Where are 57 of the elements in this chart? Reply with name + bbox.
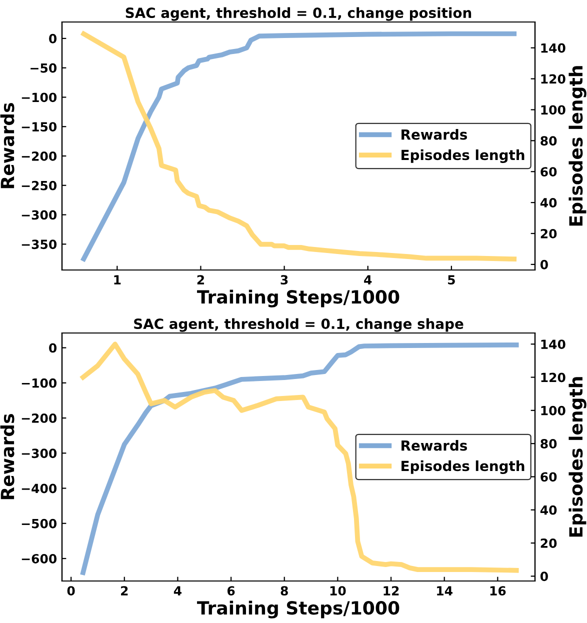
y2-tick-label: 20 — [540, 228, 557, 238]
y2-tick-label: 100 — [541, 406, 566, 416]
y2-tick-label: 120 — [541, 74, 566, 84]
x-tick-label: 6 — [227, 586, 235, 596]
x-tick-label: 0 — [67, 586, 75, 596]
y2-tick-label: 80 — [540, 439, 557, 448]
y-tick-label: −500 — [22, 518, 57, 528]
y-tick-label: −600 — [22, 554, 57, 564]
y2-tick-label: 40 — [540, 198, 557, 208]
y2-tick-label: 60 — [540, 472, 557, 482]
x-tick-label: 2 — [197, 275, 204, 284]
y-axis-title: Rewards — [0, 414, 14, 500]
y2-tick-label: 20 — [540, 538, 557, 548]
x-tick-label: 4 — [174, 586, 182, 596]
x-tick-label: 16 — [490, 586, 506, 596]
legend-label: Episodes length — [402, 149, 524, 163]
x-tick-label: 5 — [448, 275, 455, 285]
chart-title: SAC agent, threshold = 0.1, change position — [126, 7, 472, 21]
y2-tick-label: 0 — [540, 572, 548, 582]
y2-tick-label: 120 — [541, 372, 566, 382]
y2-tick-label: 140 — [541, 43, 566, 53]
y-tick-label: 0 — [49, 343, 57, 353]
y2-axis-title: Episodes length — [568, 377, 586, 537]
legend-label: Rewards — [402, 440, 467, 451]
y-tick-label: −300 — [22, 210, 57, 220]
x-tick-label: 2 — [121, 586, 128, 596]
x-tick-label: 1 — [114, 275, 121, 284]
y-tick-label: −100 — [22, 92, 57, 102]
legend-label: Rewards — [402, 129, 467, 140]
x-tick-label: 3 — [280, 275, 288, 285]
y-tick-label: −300 — [22, 448, 57, 458]
y-axis-title: Rewards — [0, 103, 14, 188]
y-tick-label: −200 — [22, 413, 57, 423]
y2-tick-label: 60 — [540, 167, 557, 177]
x-tick-label: 14 — [437, 586, 452, 596]
x-tick-label: 10 — [330, 586, 346, 596]
y-tick-label: −100 — [22, 378, 57, 388]
x-axis-title: Training Steps/1000 — [197, 600, 400, 618]
chart-title: SAC agent, threshold = 0.1, change shape — [134, 318, 464, 332]
y2-tick-label: 40 — [540, 505, 557, 515]
y-tick-label: −200 — [22, 151, 57, 161]
y2-tick-label: 80 — [540, 136, 557, 146]
y2-axis-title: Episodes length — [568, 66, 586, 226]
x-tick-label: 4 — [364, 275, 372, 284]
legend-label: Episodes length — [402, 460, 524, 474]
x-tick-label: 8 — [280, 586, 288, 596]
y2-tick-label: 0 — [540, 260, 548, 270]
y-tick-label: −400 — [22, 484, 57, 494]
y-tick-label: −150 — [22, 122, 57, 132]
x-axis-title: Training Steps/1000 — [197, 290, 400, 308]
y2-tick-label: 140 — [541, 340, 566, 350]
y-tick-label: 0 — [49, 34, 57, 44]
y-tick-label: −250 — [22, 180, 57, 190]
y-tick-label: −350 — [22, 240, 57, 250]
y2-tick-label: 100 — [541, 105, 566, 115]
x-tick-label: 12 — [384, 586, 399, 596]
y-tick-label: −50 — [30, 63, 57, 73]
